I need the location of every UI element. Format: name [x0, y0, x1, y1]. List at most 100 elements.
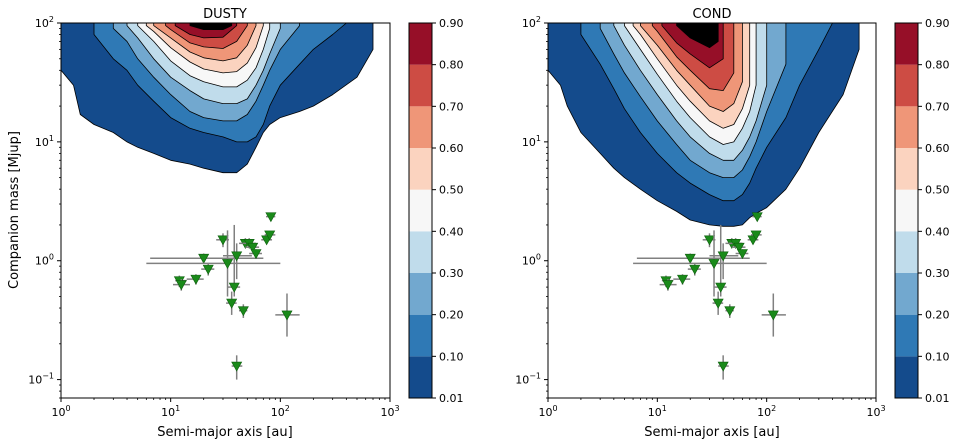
x-tick-label: 102 — [757, 404, 776, 419]
data-point — [709, 243, 739, 280]
axes: 100 101 102 103 10−1 100 101 102 — [28, 15, 399, 419]
data-points — [146, 212, 300, 380]
colorbar-segment — [895, 106, 918, 148]
colorbar-dusty: 0.01 0.10 0.20 0.30 0.40 0.50 0.60 0.70 0.80 0.90 — [408, 17, 464, 405]
colorbar-segment — [409, 231, 432, 273]
colorbar-tick-label: 0.40 — [439, 225, 464, 238]
colorbar-segment — [895, 356, 918, 398]
colorbar-segment — [895, 189, 918, 232]
contour-band-0.9 — [189, 23, 233, 30]
colorbar-segment — [409, 106, 432, 148]
colorbar-segment — [409, 64, 432, 107]
data-point — [222, 243, 252, 280]
colorbar-segment — [409, 314, 432, 357]
data-point — [249, 249, 262, 260]
panel-dusty: DUSTY 100 101 102 103 10−1 100 101 102 Semi-maj… — [7, 7, 400, 440]
data-point — [226, 291, 238, 315]
contour-bands — [548, 23, 860, 227]
x-tick-label: 103 — [380, 404, 399, 419]
triangle-marker — [175, 280, 187, 291]
triangle-marker — [250, 249, 262, 260]
colorbar-tick-label: 0.70 — [439, 100, 464, 113]
triangle-marker — [281, 310, 293, 321]
data-point — [146, 230, 281, 297]
colorbar-cond: 0.01 0.10 0.20 0.30 0.40 0.50 0.60 0.70 0.80 0.90 — [894, 17, 950, 405]
colorbar-tick-label: 0.90 — [439, 17, 464, 30]
data-point — [636, 253, 750, 264]
colorbar-tick-label: 0.50 — [925, 184, 950, 197]
colorbar-tick-label: 0.01 — [925, 392, 950, 405]
colorbar-segment — [409, 273, 432, 315]
data-point — [724, 304, 736, 318]
x-tick-label: 101 — [161, 404, 180, 419]
contour-band-0.9 — [676, 23, 719, 49]
colorbar-tick-label: 0.40 — [925, 225, 950, 238]
x-tick-label: 103 — [866, 404, 885, 419]
y-tick-label: 10−1 — [28, 372, 54, 387]
triangle-marker — [662, 280, 674, 291]
plot-frame — [60, 22, 391, 399]
x-tick-label: 100 — [51, 404, 70, 419]
colorbar-tick-label: 0.01 — [439, 392, 464, 405]
x-axis-label: Semi-major axis [au] — [644, 425, 779, 440]
triangle-marker — [708, 259, 720, 269]
y-axis-label: Companion mass [Mjup] — [7, 131, 22, 289]
colorbar-frame — [408, 22, 433, 399]
triangle-marker — [717, 251, 729, 262]
triangle-marker — [264, 230, 276, 241]
colorbar-segment — [895, 23, 918, 65]
data-point — [231, 355, 243, 380]
data-point — [751, 212, 763, 223]
triangle-marker — [751, 212, 763, 223]
y-tick-label: 102 — [35, 15, 54, 30]
x-tick-label: 102 — [271, 404, 290, 419]
axes: 100 101 102 103 10−1 100 101 102 — [515, 15, 885, 419]
panel-title: COND — [692, 7, 731, 22]
triangle-marker — [231, 251, 243, 262]
data-point — [245, 242, 260, 253]
x-tick-label: 101 — [648, 404, 667, 419]
colorbar-segment — [895, 273, 918, 315]
triangle-marker — [689, 264, 701, 275]
data-point — [761, 293, 786, 337]
colorbar-tick-label: 0.50 — [439, 184, 464, 197]
y-tick-label: 100 — [35, 253, 54, 268]
colorbar-tick-label: 0.80 — [439, 59, 464, 72]
colorbar-segment — [409, 23, 432, 65]
data-point — [227, 224, 241, 297]
triangle-marker — [247, 242, 259, 253]
data-point — [714, 224, 727, 297]
triangle-marker — [733, 242, 745, 253]
colorbar-segment — [895, 64, 918, 107]
colorbar-tick-label: 0.20 — [925, 309, 950, 322]
triangle-marker — [736, 249, 748, 260]
data-point — [275, 293, 300, 337]
triangle-marker — [265, 212, 277, 223]
plot-frame — [547, 22, 877, 399]
x-tick-label: 100 — [538, 404, 557, 419]
colorbar-tick-label: 0.10 — [925, 350, 950, 363]
triangle-marker — [715, 282, 727, 293]
data-point — [673, 274, 691, 285]
y-tick-label: 100 — [522, 253, 541, 268]
panel-title: DUSTY — [203, 7, 247, 22]
y-tick-label: 101 — [522, 134, 541, 149]
triangle-marker — [712, 298, 724, 309]
data-point — [717, 355, 729, 380]
triangle-marker — [237, 306, 249, 317]
triangle-marker — [684, 253, 696, 264]
colorbar-tick-label: 0.10 — [439, 350, 464, 363]
triangle-marker — [724, 306, 736, 317]
colorbar-segment — [409, 356, 432, 398]
triangle-marker — [767, 310, 779, 321]
triangle-marker — [198, 253, 210, 264]
triangle-marker — [703, 235, 716, 246]
colorbar-segment — [409, 148, 432, 190]
data-point — [201, 263, 215, 276]
data-point — [659, 279, 677, 291]
panel-cond: COND 100 101 102 103 10−1 100 101 102 Semi-majo… — [515, 7, 885, 440]
colorbar-frame — [894, 22, 919, 399]
colorbar-tick-label: 0.60 — [439, 142, 464, 155]
contour-bands — [61, 23, 374, 174]
triangle-marker — [190, 274, 202, 285]
